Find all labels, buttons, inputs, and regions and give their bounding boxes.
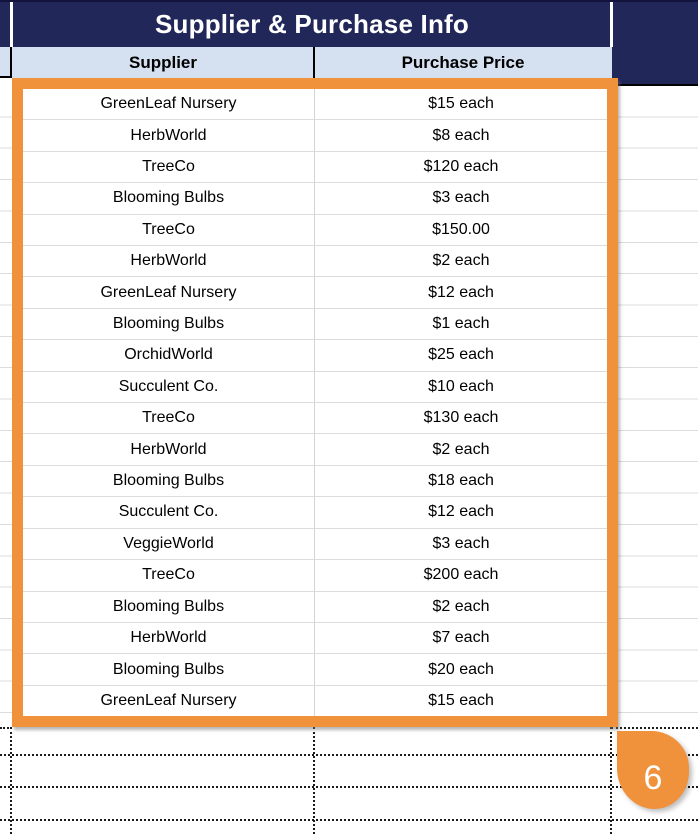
table-row[interactable]: OrchidWorld $25 each [23,340,607,372]
table-row[interactable]: HerbWorld $2 each [23,246,607,278]
supplier-cell[interactable]: Blooming Bulbs [23,654,315,685]
table-row[interactable]: Blooming Bulbs $3 each [23,183,607,215]
supplier-cell[interactable]: Succulent Co. [23,497,315,528]
supplier-cell[interactable]: OrchidWorld [23,340,315,371]
step-badge-number: 6 [643,758,663,797]
supplier-cell[interactable]: HerbWorld [23,434,315,465]
price-cell[interactable]: $150.00 [432,220,490,238]
table-row[interactable]: HerbWorld $7 each [23,622,607,655]
supplier-cell[interactable]: TreeCo [23,560,315,591]
price-cell[interactable]: $2 each [432,597,490,615]
page-title: Supplier & Purchase Info [155,9,469,39]
price-cell[interactable]: $1 each [432,315,490,333]
supplier-cell[interactable]: Succulent Co. [23,371,315,403]
table-row[interactable]: Blooming Bulbs $2 each [23,591,607,623]
supplier-cell[interactable]: TreeCo [23,151,315,183]
gridline-vertical [10,2,13,49]
dotted-gridline-horizontal [0,819,698,821]
table-row[interactable]: HerbWorld $8 each [23,120,607,152]
dotted-gridline-horizontal [611,727,698,729]
price-cell[interactable]: $200 each [423,566,499,584]
supplier-cell[interactable]: Blooming Bulbs [23,591,315,622]
price-cell[interactable]: $15 each [428,95,494,113]
dotted-gridline-horizontal [0,754,698,756]
empty-cells-area[interactable] [0,727,698,834]
table-row[interactable]: TreeCo $150.00 [23,214,607,247]
price-cell[interactable]: $2 each [432,440,490,458]
table-row[interactable]: VeggieWorld $3 each [23,528,607,561]
price-cell[interactable]: $25 each [428,346,494,364]
table-row[interactable]: TreeCo $130 each [23,403,607,435]
price-cell[interactable]: $7 each [432,629,490,647]
table-row[interactable]: TreeCo $120 each [23,151,607,184]
supplier-cell[interactable]: TreeCo [23,403,315,434]
column-header-price[interactable]: Purchase Price [401,52,525,72]
dotted-gridline-horizontal [0,786,698,788]
gridline-vertical [313,47,315,78]
table-row[interactable]: Blooming Bulbs $20 each [23,654,607,686]
supplier-cell[interactable]: TreeCo [23,214,315,246]
price-cell[interactable]: $8 each [432,126,490,144]
dotted-gridline-horizontal [0,727,12,729]
header-border-tick [0,76,12,78]
table-row[interactable]: GreenLeaf Nursery $12 each [23,277,607,309]
supplier-cell[interactable]: HerbWorld [23,622,315,654]
dotted-gridline-vertical [610,727,612,834]
supplier-cell[interactable]: Blooming Bulbs [23,183,315,214]
table-row[interactable]: Succulent Co. $10 each [23,371,607,404]
table-row[interactable]: GreenLeaf Nursery $15 each [23,685,607,717]
price-cell[interactable]: $12 each [428,503,494,521]
price-cell[interactable]: $20 each [428,660,494,678]
table-row[interactable]: HerbWorld $2 each [23,434,607,466]
price-cell[interactable]: $15 each [428,691,494,709]
navy-corner-block [612,47,698,86]
price-cell[interactable]: $120 each [423,158,499,176]
column-header-supplier[interactable]: Supplier [128,52,197,72]
table-row[interactable]: Succulent Co. $12 each [23,497,607,529]
price-cell[interactable]: $12 each [428,283,494,301]
gridline-vertical [10,47,12,78]
supplier-cell[interactable]: GreenLeaf Nursery [23,89,315,120]
supplier-cell[interactable]: HerbWorld [23,246,315,277]
table-row[interactable]: TreeCo $200 each [23,560,607,592]
supplier-cell[interactable]: VeggieWorld [23,528,315,560]
supplier-cell[interactable]: HerbWorld [23,120,315,151]
table-body: GreenLeaf Nursery $15 each HerbWorld $8 … [23,89,607,717]
supplier-cell[interactable]: Blooming Bulbs [23,465,315,497]
supplier-cell[interactable]: GreenLeaf Nursery [23,685,315,717]
price-cell[interactable]: $3 each [432,534,490,552]
table-row[interactable]: Blooming Bulbs $18 each [23,465,607,498]
title-bar[interactable]: Supplier & Purchase Info [0,0,698,49]
price-cell[interactable]: $130 each [423,409,499,427]
column-header-row: Supplier Purchase Price [0,47,612,78]
dotted-gridline-vertical [313,727,315,834]
price-cell[interactable]: $3 each [432,189,490,207]
price-cell[interactable]: $2 each [432,252,490,270]
step-badge[interactable]: 6 [617,731,689,809]
table-row[interactable]: GreenLeaf Nursery $15 each [23,89,607,121]
dotted-gridline-vertical [10,727,12,834]
table-row[interactable]: Blooming Bulbs $1 each [23,308,607,341]
supplier-cell[interactable]: GreenLeaf Nursery [23,277,315,308]
highlighted-range-border: GreenLeaf Nursery $15 each HerbWorld $8 … [12,78,618,727]
gridline-vertical [610,2,613,49]
supplier-cell[interactable]: Blooming Bulbs [23,308,315,340]
price-cell[interactable]: $18 each [428,472,494,490]
price-cell[interactable]: $10 each [428,377,494,395]
